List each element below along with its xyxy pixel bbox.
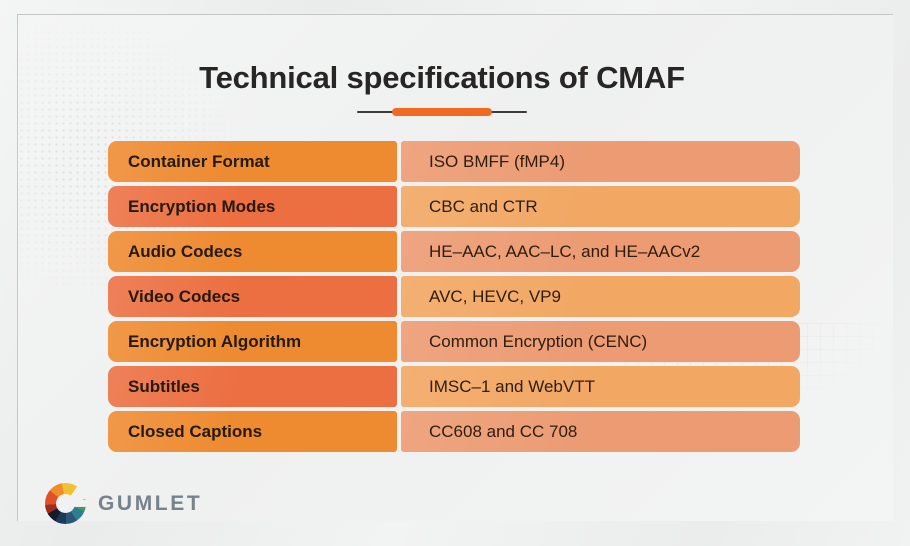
table-row: Audio Codecs HE–AAC, AAC–LC, and HE–AACv… bbox=[108, 231, 800, 272]
table-row: Video Codecs AVC, HEVC, VP9 bbox=[108, 276, 800, 317]
spec-value-cell: Common Encryption (CENC) bbox=[401, 321, 800, 362]
table-row: Encryption Modes CBC and CTR bbox=[108, 186, 800, 227]
spec-value-cell: IMSC–1 and WebVTT bbox=[401, 366, 800, 407]
spec-label-cell: Container Format bbox=[108, 141, 397, 182]
spec-value-cell: AVC, HEVC, VP9 bbox=[401, 276, 800, 317]
gumlet-wordmark: GUMLET bbox=[98, 491, 203, 515]
table-row: Container Format ISO BMFF (fMP4) bbox=[108, 141, 800, 182]
spec-label-cell: Subtitles bbox=[108, 366, 397, 407]
spec-table: Container Format ISO BMFF (fMP4) Encrypt… bbox=[108, 141, 800, 456]
gumlet-color-wheel-icon bbox=[45, 483, 86, 524]
divider-accent-bar bbox=[392, 108, 492, 116]
spec-label-cell: Audio Codecs bbox=[108, 231, 397, 272]
spec-value-cell: ISO BMFF (fMP4) bbox=[401, 141, 800, 182]
table-row: Encryption Algorithm Common Encryption (… bbox=[108, 321, 800, 362]
table-row: Closed Captions CC608 and CC 708 bbox=[108, 411, 800, 452]
table-row: Subtitles IMSC–1 and WebVTT bbox=[108, 366, 800, 407]
spec-label-cell: Encryption Algorithm bbox=[108, 321, 397, 362]
spec-label-cell: Video Codecs bbox=[108, 276, 397, 317]
spec-value-cell: HE–AAC, AAC–LC, and HE–AACv2 bbox=[401, 231, 800, 272]
spec-label-cell: Closed Captions bbox=[108, 411, 397, 452]
title-divider bbox=[357, 105, 527, 119]
spec-label-cell: Encryption Modes bbox=[108, 186, 397, 227]
page-title: Technical specifications of CMAF bbox=[199, 60, 685, 95]
spec-value-cell: CBC and CTR bbox=[401, 186, 800, 227]
spec-value-cell: CC608 and CC 708 bbox=[401, 411, 800, 452]
gumlet-logo: GUMLET bbox=[45, 483, 202, 524]
